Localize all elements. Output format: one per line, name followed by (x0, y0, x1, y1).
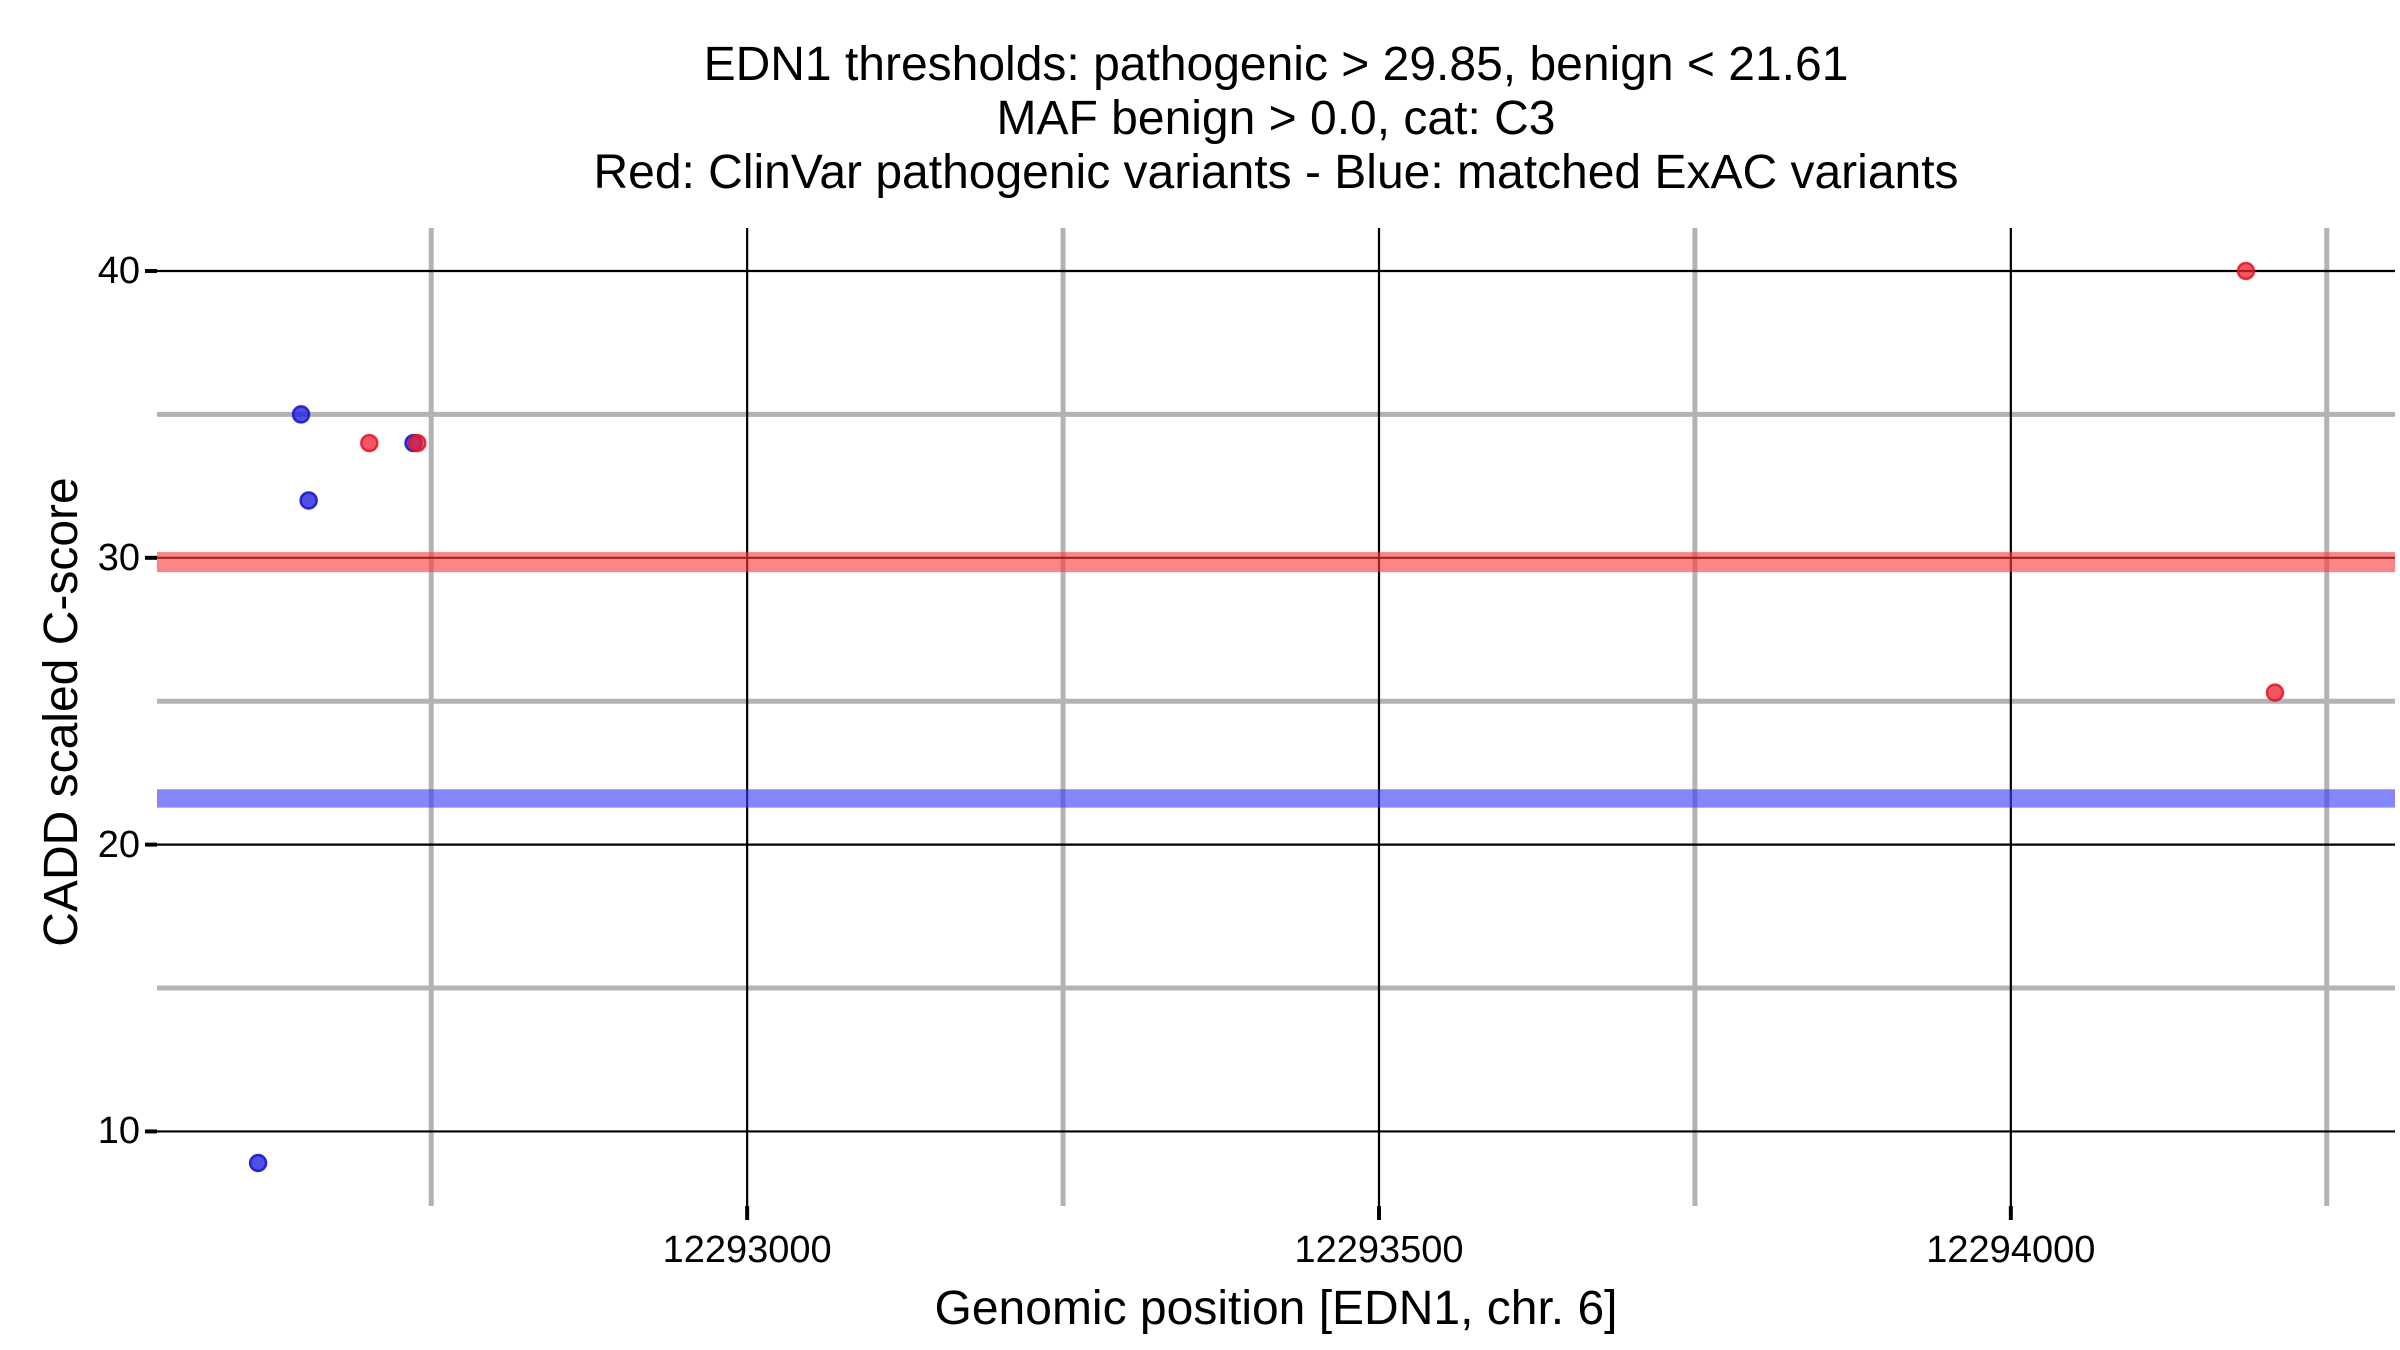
data-point-red (2265, 683, 2285, 702)
x-axis-title: Genomic position [EDN1, chr. 6] (934, 1282, 1618, 1335)
y-tick-label: 20 (97, 823, 140, 866)
data-point-blue (291, 405, 311, 424)
data-point-red (2236, 261, 2256, 281)
x-tick-label: 12293500 (1294, 1229, 1464, 1271)
y-tick-label: 10 (97, 1110, 140, 1153)
data-point-blue (299, 491, 318, 510)
plot-title-line-3: Red: ClinVar pathogenic variants - Blue:… (593, 146, 1959, 199)
pathogenic-threshold-band (157, 552, 2395, 573)
plot-title: EDN1 thresholds: pathogenic > 29.85, ben… (157, 38, 2395, 200)
x-tick-label: 12293000 (662, 1229, 832, 1271)
plot-title-line-2: MAF benign > 0.0, cat: C3 (996, 92, 1556, 145)
benign-threshold-band (157, 789, 2395, 808)
y-tick-label: 30 (97, 536, 140, 579)
x-tick-label: 12294000 (1926, 1229, 2096, 1271)
data-point-blue (248, 1153, 268, 1173)
y-tick-label: 40 (97, 250, 140, 293)
data-point-red (360, 433, 379, 453)
data-point-red (408, 433, 427, 453)
plot-title-line-1: EDN1 thresholds: pathogenic > 29.85, ben… (703, 38, 1849, 91)
